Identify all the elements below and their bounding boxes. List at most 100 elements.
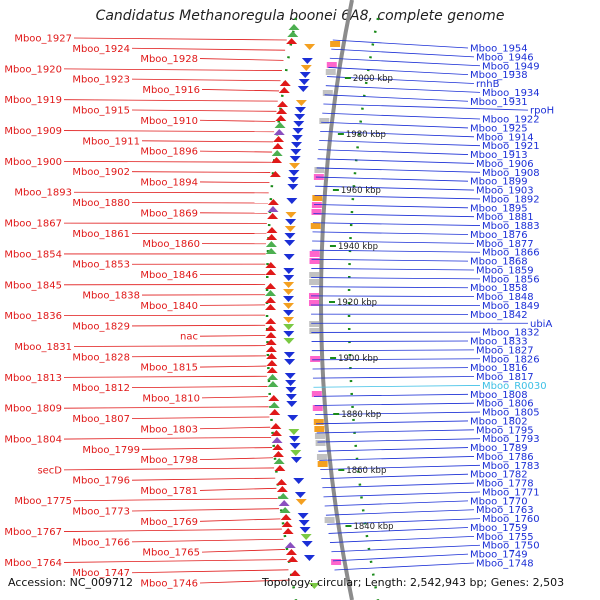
right-gene-label[interactable]: Mboo_1748 xyxy=(476,559,534,570)
left-gene-label[interactable]: Mboo_1746 xyxy=(140,579,198,590)
left-gene-label[interactable]: Mboo_1809 xyxy=(4,404,62,415)
right-gene-label[interactable]: Mboo_1899 xyxy=(470,177,528,188)
right-gene-label[interactable]: Mboo_1827 xyxy=(476,345,534,356)
left-gene-label[interactable]: Mboo_1781 xyxy=(140,486,198,497)
left-gene-label[interactable]: Mboo_1860 xyxy=(142,239,200,250)
right-gene-label[interactable]: Mboo_1954 xyxy=(470,44,528,55)
right-gene-label[interactable]: Mboo_R0030 xyxy=(482,381,547,392)
right-gene-label[interactable]: Mboo_1866 xyxy=(482,248,540,259)
right-gene-label[interactable]: Mboo_1763 xyxy=(476,505,534,516)
right-gene-label[interactable]: Mboo_1770 xyxy=(470,496,528,507)
left-gene-label[interactable]: Mboo_1845 xyxy=(4,280,62,291)
right-gene-label[interactable]: Mboo_1808 xyxy=(470,390,528,401)
left-gene-label[interactable]: Mboo_1924 xyxy=(72,44,130,55)
left-gene-label[interactable]: Mboo_1831 xyxy=(14,342,72,353)
left-gene-label[interactable]: Mboo_1902 xyxy=(72,167,130,178)
left-gene-label[interactable]: Mboo_1798 xyxy=(140,455,198,466)
right-gene-label[interactable]: Mboo_1755 xyxy=(476,532,534,543)
right-gene-label[interactable]: Mboo_1802 xyxy=(470,416,528,427)
right-gene-label[interactable]: Mboo_1795 xyxy=(476,425,534,436)
left-gene-label[interactable]: Mboo_1840 xyxy=(140,301,198,312)
left-gene-label[interactable]: Mboo_1894 xyxy=(140,177,198,188)
right-gene-label[interactable]: Mboo_1783 xyxy=(482,461,540,472)
left-gene-label[interactable]: Mboo_1919 xyxy=(4,95,62,106)
right-gene-label[interactable]: Mboo_1913 xyxy=(470,150,528,161)
right-gene-label[interactable]: Mboo_1903 xyxy=(476,186,534,197)
left-gene-label[interactable]: Mboo_1927 xyxy=(14,34,72,45)
left-gene-label[interactable]: Mboo_1796 xyxy=(72,476,130,487)
left-gene-label[interactable]: Mboo_1911 xyxy=(82,136,140,147)
right-gene-label[interactable]: Mboo_1895 xyxy=(470,203,528,214)
left-gene-label[interactable]: Mboo_1769 xyxy=(140,517,198,528)
right-gene-label[interactable]: Mboo_1789 xyxy=(470,443,528,454)
right-gene-label[interactable]: Mboo_1868 xyxy=(470,257,528,268)
left-gene-label[interactable]: Mboo_1838 xyxy=(82,291,140,302)
left-gene-label[interactable]: Mboo_1900 xyxy=(4,157,62,168)
right-gene-label[interactable]: Mboo_1906 xyxy=(476,159,534,170)
left-gene-label[interactable]: Mboo_1893 xyxy=(14,188,72,199)
left-gene-label[interactable]: Mboo_1767 xyxy=(4,527,62,538)
left-gene-label[interactable]: Mboo_1799 xyxy=(82,445,140,456)
left-gene-label[interactable]: Mboo_1813 xyxy=(4,373,62,384)
left-gene-label[interactable]: Mboo_1810 xyxy=(142,393,200,404)
left-gene-label[interactable]: Mboo_1747 xyxy=(72,568,130,579)
right-gene-label[interactable]: Mboo_1914 xyxy=(476,132,534,143)
left-gene-label[interactable]: Mboo_1920 xyxy=(4,64,62,75)
left-gene-label[interactable]: Mboo_1869 xyxy=(140,208,198,219)
left-gene-label[interactable]: Mboo_1846 xyxy=(140,270,198,281)
right-gene-label[interactable]: Mboo_1760 xyxy=(482,514,540,525)
right-gene-label[interactable]: Mboo_1892 xyxy=(482,194,540,205)
left-gene-label[interactable]: Mboo_1765 xyxy=(142,548,200,559)
right-gene-label[interactable]: rpoH xyxy=(530,106,554,117)
right-gene-label[interactable]: Mboo_1922 xyxy=(482,115,540,126)
right-gene-label[interactable]: Mboo_1793 xyxy=(482,434,540,445)
right-gene-label[interactable]: Mboo_1925 xyxy=(470,123,528,134)
right-gene-label[interactable]: Mboo_1877 xyxy=(476,239,534,250)
right-gene-label[interactable]: Mboo_1806 xyxy=(476,399,534,410)
right-gene-label[interactable]: ubiA xyxy=(530,319,552,330)
right-gene-label[interactable]: Mboo_1759 xyxy=(470,523,528,534)
right-gene-label[interactable]: Mboo_1750 xyxy=(482,541,540,552)
right-gene-label[interactable]: Mboo_1856 xyxy=(482,274,540,285)
right-gene-label[interactable]: Mboo_1938 xyxy=(470,70,528,81)
left-gene-label[interactable]: Mboo_1861 xyxy=(72,229,130,240)
right-gene-label[interactable]: Mboo_1782 xyxy=(470,470,528,481)
right-gene-label[interactable]: Mboo_1921 xyxy=(482,141,540,152)
left-gene-label[interactable]: Mboo_1807 xyxy=(72,414,130,425)
right-gene-label[interactable]: Mboo_1832 xyxy=(482,328,540,339)
right-gene-label[interactable]: Mboo_1816 xyxy=(470,363,528,374)
right-gene-label[interactable]: Mboo_1778 xyxy=(476,479,534,490)
left-gene-label[interactable]: Mboo_1915 xyxy=(72,105,130,116)
right-gene-label[interactable]: Mboo_1805 xyxy=(482,408,540,419)
left-gene-label[interactable]: Mboo_1815 xyxy=(140,363,198,374)
right-gene-label[interactable]: Mboo_1949 xyxy=(482,61,540,72)
right-gene-label[interactable]: Mboo_1849 xyxy=(482,301,540,312)
right-gene-label[interactable]: Mboo_1908 xyxy=(482,168,540,179)
left-gene-label[interactable]: Mboo_1910 xyxy=(140,116,198,127)
right-gene-label[interactable]: Mboo_1859 xyxy=(476,265,534,276)
left-gene-label[interactable]: Mboo_1923 xyxy=(72,75,130,86)
right-gene-label[interactable]: Mboo_1817 xyxy=(476,372,534,383)
left-gene-label[interactable]: nac xyxy=(180,332,198,343)
right-gene-label[interactable]: Mboo_1749 xyxy=(470,550,528,561)
right-gene-label[interactable]: Mboo_1934 xyxy=(482,88,540,99)
right-gene-label[interactable]: Mboo_1842 xyxy=(470,310,528,321)
left-gene-label[interactable]: Mboo_1775 xyxy=(14,496,72,507)
left-gene-label[interactable]: Mboo_1828 xyxy=(72,352,130,363)
right-gene-label[interactable]: Mboo_1883 xyxy=(482,221,540,232)
right-gene-label[interactable]: Mboo_1771 xyxy=(482,487,540,498)
left-gene-label[interactable]: Mboo_1812 xyxy=(72,383,130,394)
left-gene-label[interactable]: Mboo_1773 xyxy=(72,507,130,518)
left-gene-label[interactable]: Mboo_1854 xyxy=(4,249,62,260)
left-gene-label[interactable]: Mboo_1867 xyxy=(4,219,62,230)
left-gene-label[interactable]: Mboo_1764 xyxy=(4,558,62,569)
left-gene-label[interactable]: Mboo_1928 xyxy=(140,54,198,65)
left-gene-label[interactable]: Mboo_1829 xyxy=(72,321,130,332)
left-gene-label[interactable]: secD xyxy=(37,465,62,476)
right-gene-label[interactable]: Mboo_1786 xyxy=(476,452,534,463)
right-gene-label[interactable]: rnhB xyxy=(476,79,500,90)
left-gene-label[interactable]: Mboo_1896 xyxy=(140,147,198,158)
left-gene-label[interactable]: Mboo_1880 xyxy=(72,198,130,209)
right-gene-label[interactable]: Mboo_1833 xyxy=(470,337,528,348)
right-gene-label[interactable]: Mboo_1826 xyxy=(482,354,540,365)
